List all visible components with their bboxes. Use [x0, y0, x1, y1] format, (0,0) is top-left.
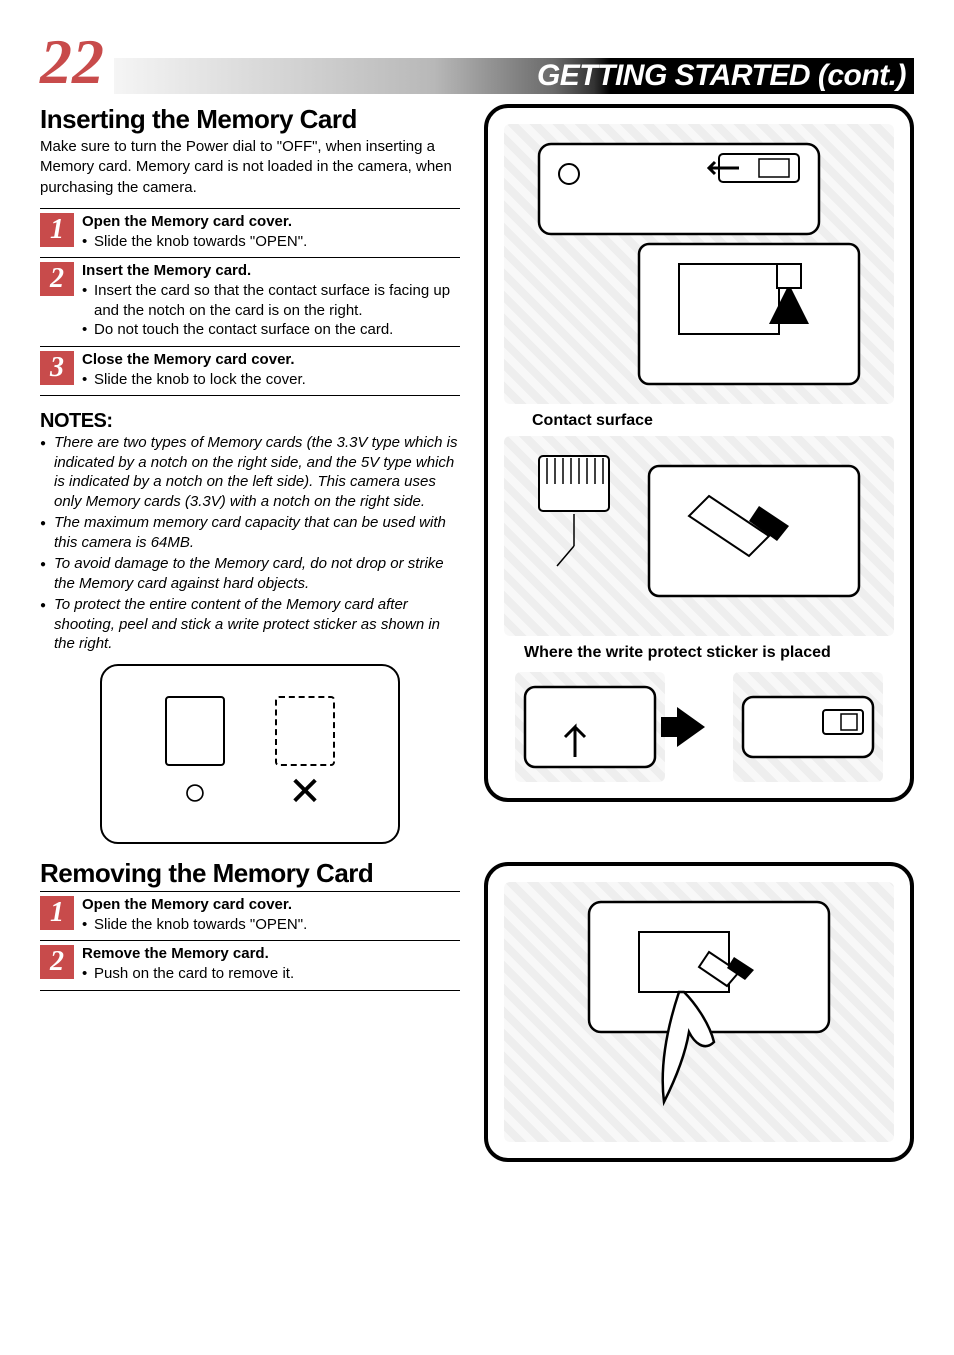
card-correct-icon [165, 696, 225, 766]
camera-closing-illustration [515, 672, 665, 782]
write-protect-label: Where the write protect sticker is place… [524, 644, 894, 662]
inserting-steps: 1 Open the Memory card cover. Slide the … [40, 208, 460, 397]
remove-step-1-title: Open the Memory card cover. [82, 896, 460, 913]
arrow-right-icon [677, 707, 705, 747]
step-2-bullet-2: Do not touch the contact surface on the … [82, 320, 460, 340]
removing-title: Removing the Memory Card [40, 858, 460, 889]
note-item: There are two types of Memory cards (the… [40, 433, 460, 511]
step-2-title: Insert the Memory card. [82, 262, 460, 279]
note-item: To avoid damage to the Memory card, do n… [40, 554, 460, 593]
inserting-figure-box: Contact surface Where [484, 104, 914, 802]
step-3: 3 Close the Memory card cover. Slide the… [40, 346, 460, 397]
remove-step-num-2: 2 [40, 945, 74, 979]
ok-mark-icon: ○ [183, 772, 207, 812]
camera-closed-illustration [733, 672, 883, 782]
close-cover-illustration [504, 672, 894, 782]
step-1: 1 Open the Memory card cover. Slide the … [40, 208, 460, 258]
camera-close-icon [515, 672, 665, 782]
header-bar: GETTING STARTED (cont.) [114, 58, 914, 94]
camera-illustration-icon [504, 124, 894, 404]
remove-step-2-bullet: Push on the card to remove it. [82, 964, 460, 984]
bad-mark-icon: ✕ [288, 772, 322, 812]
camera-open-cover-illustration [504, 124, 894, 404]
note-item: To protect the entire content of the Mem… [40, 595, 460, 654]
right-column: Contact surface Where [484, 104, 914, 1182]
step-num-2: 2 [40, 262, 74, 296]
inserting-intro: Make sure to turn the Power dial to "OFF… [40, 137, 460, 198]
step-3-title: Close the Memory card cover. [82, 351, 460, 368]
step-1-title: Open the Memory card cover. [82, 213, 460, 230]
step-2: 2 Insert the Memory card. Insert the car… [40, 257, 460, 346]
card-orientation-figure: ○ ✕ [100, 664, 400, 844]
remove-step-2-title: Remove the Memory card. [82, 945, 460, 962]
notes-list: There are two types of Memory cards (the… [40, 433, 460, 654]
removing-figure-box [484, 862, 914, 1162]
card-wrong-icon [275, 696, 335, 766]
remove-card-illustration [504, 882, 894, 1142]
contact-surface-illustration [504, 436, 894, 636]
card-insert-illustration-icon [504, 436, 894, 636]
page-header: 22 GETTING STARTED (cont.) [40, 30, 914, 94]
step-num-1: 1 [40, 213, 74, 247]
remove-step-2: 2 Remove the Memory card. Push on the ca… [40, 940, 460, 991]
step-1-bullet: Slide the knob towards "OPEN". [82, 232, 460, 252]
remove-step-1-bullet: Slide the knob towards "OPEN". [82, 915, 460, 935]
inserting-title: Inserting the Memory Card [40, 104, 460, 135]
step-2-bullet-1: Insert the card so that the contact surf… [82, 281, 460, 320]
contact-surface-label: Contact surface [532, 412, 894, 430]
header-title: GETTING STARTED (cont.) [537, 59, 906, 93]
left-column: Inserting the Memory Card Make sure to t… [40, 104, 460, 1182]
remove-step-num-1: 1 [40, 896, 74, 930]
remove-card-icon [504, 882, 894, 1142]
notes-heading: NOTES: [40, 410, 460, 433]
removing-steps: 1 Open the Memory card cover. Slide the … [40, 891, 460, 991]
remove-step-1: 1 Open the Memory card cover. Slide the … [40, 891, 460, 941]
note-item: The maximum memory card capacity that ca… [40, 513, 460, 552]
step-3-bullet: Slide the knob to lock the cover. [82, 370, 460, 390]
page-number: 22 [40, 30, 104, 94]
step-num-3: 3 [40, 351, 74, 385]
camera-closed-icon [733, 672, 883, 782]
